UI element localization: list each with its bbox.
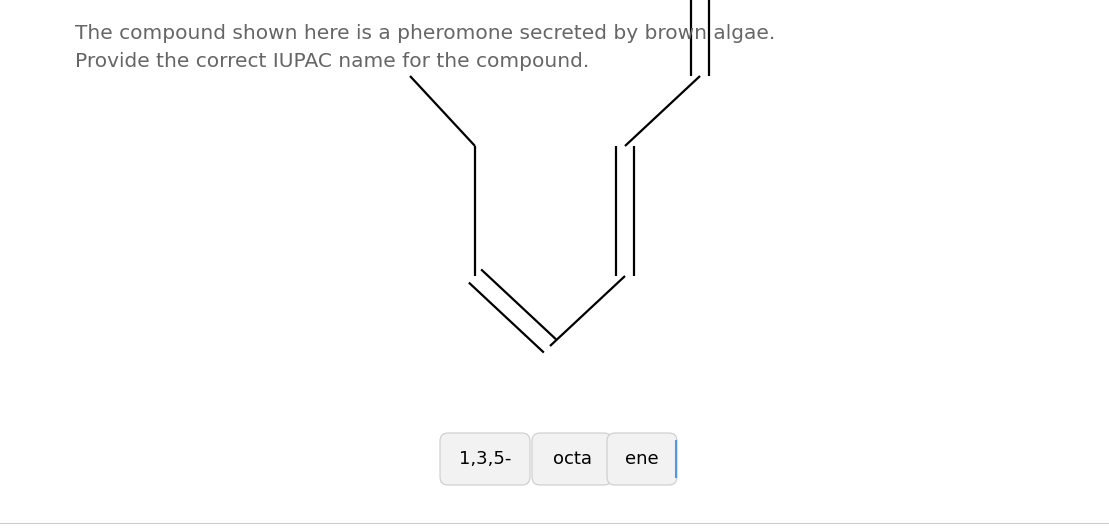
Text: ene: ene — [625, 450, 659, 468]
Text: octa: octa — [552, 450, 591, 468]
FancyBboxPatch shape — [607, 433, 676, 485]
Text: 1,3,5-: 1,3,5- — [459, 450, 511, 468]
Text: The compound shown here is a pheromone secreted by brown algae.
Provide the corr: The compound shown here is a pheromone s… — [75, 24, 775, 71]
FancyBboxPatch shape — [440, 433, 530, 485]
FancyBboxPatch shape — [532, 433, 612, 485]
